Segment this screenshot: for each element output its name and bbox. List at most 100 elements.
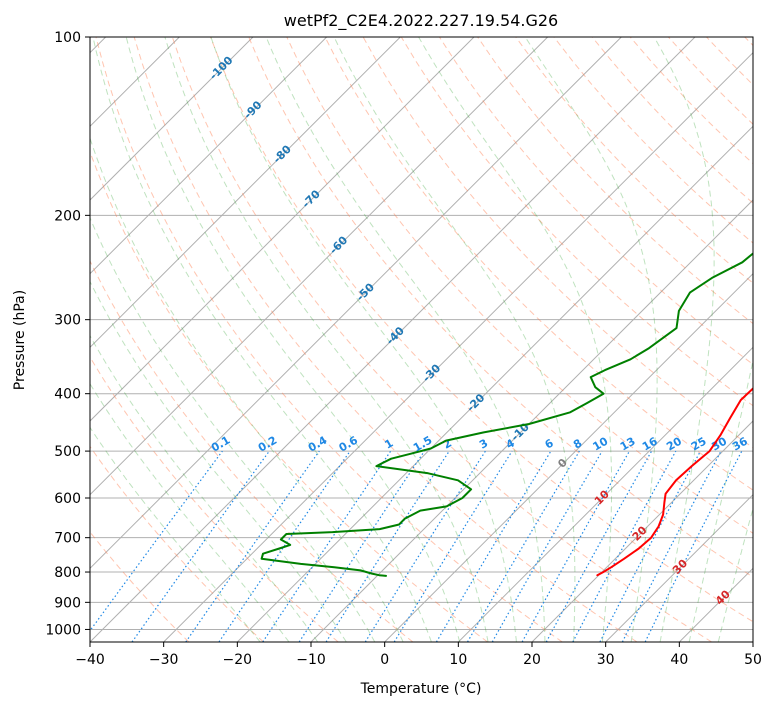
y-tick-label: 1000 <box>45 622 81 638</box>
mixing-ratio-line <box>262 450 392 642</box>
y-tick-label: 600 <box>54 491 81 507</box>
dry-adiabat-line <box>210 37 753 623</box>
moist-adiabat-line <box>90 136 404 642</box>
y-tick-label: 700 <box>54 531 81 547</box>
x-tick-label: 10 <box>449 652 467 668</box>
mixing-ratio-line <box>393 450 513 642</box>
isotherm-label: -80 <box>271 142 294 165</box>
x-axis-label: Temperature (°C) <box>360 681 482 697</box>
dry-adiabat-line <box>171 37 712 642</box>
moist-adiabat-line <box>717 506 753 642</box>
dry-adiabat-line <box>95 37 563 642</box>
dry-adiabat-line <box>286 37 753 534</box>
dewpoint-profile-line <box>260 252 753 577</box>
y-tick-label: 800 <box>54 565 81 581</box>
mixing-ratio-label: 3 <box>477 437 490 452</box>
isotherm-line <box>90 37 328 275</box>
mixing-ratio-line <box>90 450 223 632</box>
x-tick-label: 40 <box>670 652 688 668</box>
x-tick-label: −40 <box>75 652 105 668</box>
dry-adiabat-line <box>591 37 753 204</box>
plot-frame <box>89 36 754 643</box>
mixing-ratio-line <box>298 450 425 642</box>
dry-adiabat-line <box>706 37 753 86</box>
x-tick-label: 20 <box>523 652 541 668</box>
x-tick-label: 50 <box>744 652 762 668</box>
moist-adiabat-line <box>90 280 347 642</box>
moist-adiabat-line <box>265 37 546 642</box>
profile-lines <box>260 252 753 577</box>
isotherm-line <box>90 37 254 201</box>
y-tick-label: 500 <box>54 444 81 460</box>
isotherm-line <box>90 37 401 349</box>
y-tick-label: 200 <box>54 208 81 224</box>
moist-adiabat-line <box>92 37 432 642</box>
isotherm-line <box>384 272 753 642</box>
moist-adiabat-line <box>418 37 613 642</box>
moist-adiabat-line <box>688 358 753 642</box>
isotherm-line <box>236 125 753 642</box>
dry-adiabat-line <box>515 37 753 284</box>
dry-adiabat-line <box>324 37 753 491</box>
y-tick-label: 300 <box>54 313 81 329</box>
isotherm-line <box>531 420 753 642</box>
isotherm-line <box>90 37 549 496</box>
isotherm-line <box>163 51 753 642</box>
isotherm-line <box>605 493 753 642</box>
chart-title: wetPf2_C2E4.2022.227.19.54.G26 <box>284 11 558 31</box>
dry-adiabat-line <box>90 259 414 642</box>
moist-adiabat-line <box>90 382 290 642</box>
dry-adiabat-line <box>248 37 753 578</box>
moist-adiabat-line <box>653 37 715 642</box>
y-tick-label: 400 <box>54 387 81 403</box>
isotherm-line <box>90 37 475 422</box>
dry-adiabat-line <box>744 37 753 47</box>
mixing-ratio-line <box>218 450 351 642</box>
x-tick-label: −20 <box>223 652 253 668</box>
mixing-ratio-label: 6 <box>543 436 556 451</box>
temperature-profile-line <box>596 387 753 577</box>
moist-adiabat-line <box>90 334 319 642</box>
isotherm-label: 10 <box>592 487 612 507</box>
mixing-ratio-line <box>599 450 702 642</box>
background-lines <box>90 37 753 642</box>
x-tick-label: −30 <box>149 652 179 668</box>
moist-adiabat-line <box>90 426 261 642</box>
mixing-ratio-line <box>572 450 677 642</box>
isotherm-line <box>90 37 622 570</box>
moist-adiabat-line <box>333 37 576 642</box>
moist-adiabat-line <box>90 216 376 642</box>
mixing-ratio-line <box>185 450 320 642</box>
mixing-ratio-line <box>131 450 270 642</box>
moist-adiabat-line <box>524 37 658 642</box>
isotherm-line <box>90 37 696 642</box>
dry-adiabat-line <box>90 445 264 642</box>
x-tick-label: 0 <box>380 652 389 668</box>
moist-adiabat-line <box>210 37 517 642</box>
dry-adiabat-line <box>668 37 753 125</box>
y-axis-label: Pressure (hPa) <box>12 290 28 390</box>
isotherm-line <box>457 346 753 642</box>
y-axis: 100 200 300 400 500 600 700 800 900 1000 <box>45 30 90 638</box>
dry-adiabat-line <box>133 37 638 642</box>
dry-adiabat-line <box>90 531 190 642</box>
y-tick-label: 900 <box>54 595 81 611</box>
mixing-ratio-line <box>644 450 743 642</box>
y-tick-label: 100 <box>54 30 81 46</box>
isotherm-label: 30 <box>670 557 690 577</box>
mixing-ratio-line <box>325 450 450 642</box>
isotherm-label: 40 <box>713 587 733 607</box>
isotherm-line <box>678 567 753 642</box>
moist-adiabat-line <box>125 37 461 642</box>
x-tick-label: −10 <box>296 652 326 668</box>
x-tick-label: 30 <box>597 652 615 668</box>
mixing-ratio-line <box>364 450 486 642</box>
mixing-ratio-line <box>545 450 653 642</box>
dry-adiabat-line <box>90 356 339 642</box>
x-axis: −40 −30 −20 −10 0 10 20 30 40 50 <box>75 642 762 668</box>
mixing-ratio-line <box>521 450 631 642</box>
dry-adiabat-line <box>477 37 753 325</box>
isotherm-line <box>310 199 753 642</box>
moist-adiabat-line <box>164 37 489 642</box>
